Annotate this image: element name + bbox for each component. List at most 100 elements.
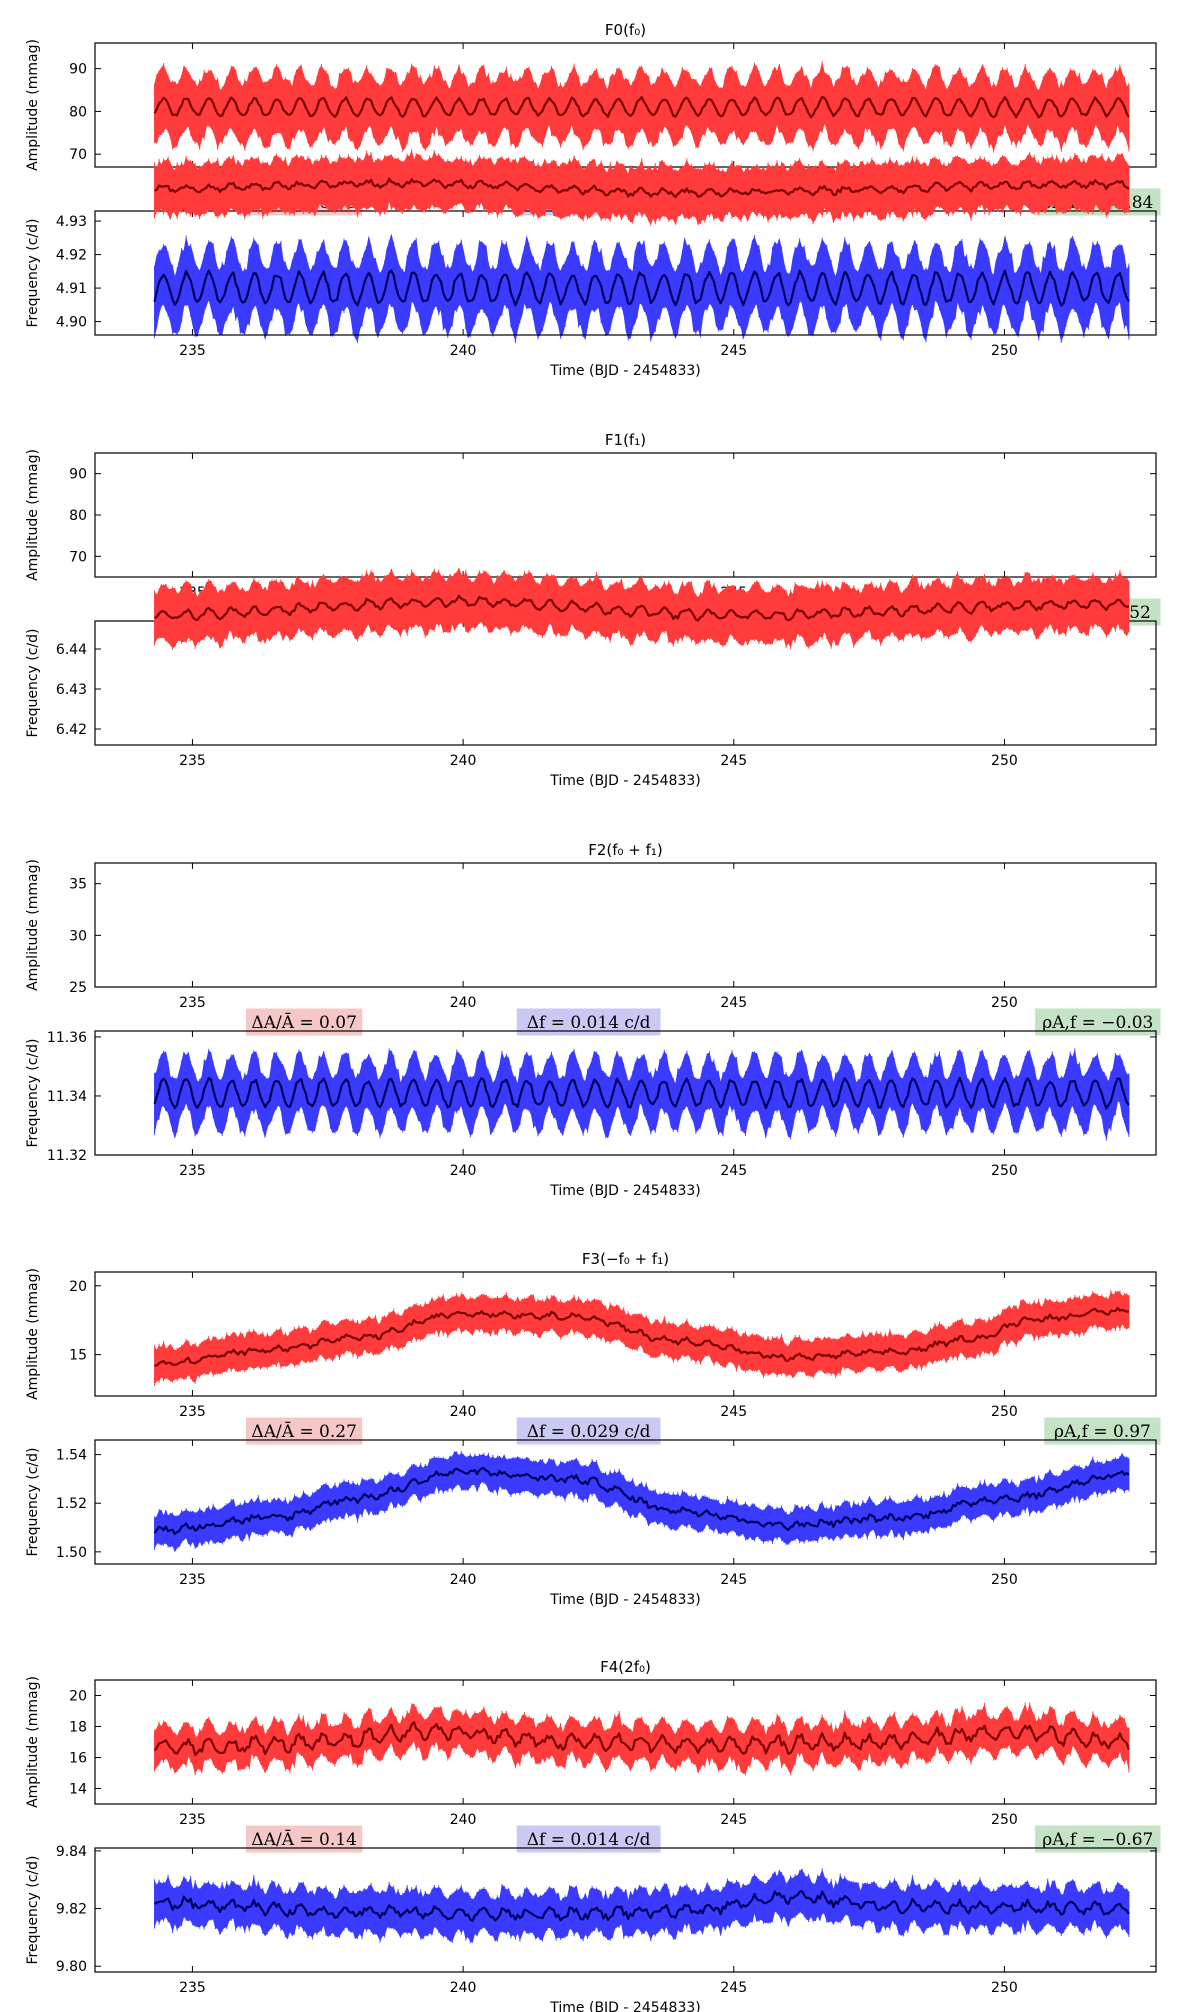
y-tick-label: 11.32 — [47, 1148, 87, 1164]
y-tick-label: 20 — [69, 1689, 87, 1705]
panel-title: F2(f₀ + f₁) — [588, 841, 663, 859]
x-tick-label: 245 — [720, 1572, 747, 1588]
y-tick-label: 90 — [69, 467, 87, 483]
panel-title: F1(f₁) — [605, 431, 646, 449]
amplitude-series-line-1 — [154, 177, 1130, 199]
x-tick-label: 250 — [991, 1404, 1018, 1420]
frequency-series-line-4 — [153, 1889, 1130, 1922]
y-tick-label: 16 — [69, 1751, 87, 1767]
frequency-panel-4: 9.80 9.82 9.84 235 240 245 250 Frequency (c/d) T… — [25, 1844, 1157, 2012]
x-tick-label: 250 — [991, 1980, 1018, 1996]
y-tick-label: 4.92 — [56, 248, 87, 264]
x-tick-label: 250 — [991, 1572, 1018, 1588]
x-tick-label: 240 — [450, 1163, 477, 1179]
x-tick-label: 240 — [450, 1812, 477, 1828]
x-tick-label: 250 — [991, 753, 1018, 769]
x-tick-label: 235 — [179, 1572, 206, 1588]
y-tick-label: 25 — [69, 980, 87, 996]
x-tick-label: 240 — [450, 995, 477, 1011]
amplitude-axes-frame-4 — [94, 1679, 1157, 1805]
y-tick-label: 1.50 — [56, 1545, 87, 1561]
y-tick-label: 90 — [69, 62, 87, 78]
amplitude-y-axis-label: Amplitude (mmag) — [25, 1676, 41, 1808]
amplitude-ratio-badge-text: ΔA/Ā = 0.14 — [251, 1829, 356, 1850]
x-tick-label: 240 — [450, 343, 477, 359]
y-tick-label: 9.80 — [56, 1959, 87, 1975]
x-tick-label: 245 — [720, 1980, 747, 1996]
y-tick-label: 1.52 — [56, 1496, 87, 1512]
y-tick-label: 80 — [69, 104, 87, 120]
x-tick-label: 245 — [720, 343, 747, 359]
y-tick-label: 9.82 — [56, 1902, 87, 1918]
frequency-panel-3: 1.50 1.52 1.54 235 240 245 250 Frequency (c/d) T… — [25, 1439, 1157, 1608]
y-tick-label: 80 — [69, 508, 87, 524]
frequency-axes-frame-2 — [94, 1030, 1157, 1156]
y-tick-label: 6.44 — [56, 642, 87, 658]
correlation-badge-text: ρA,f = 0.97 — [1054, 1422, 1151, 1442]
x-axis-label: Time (BJD - 2454833) — [549, 2000, 700, 2012]
x-tick-label: 235 — [179, 1163, 206, 1179]
frequency-panel-1: 6.42 6.43 6.44 235 240 245 250 Frequency (c/d) T… — [25, 620, 1157, 789]
amplitude-y-axis-label: Amplitude (mmag) — [25, 1268, 41, 1400]
y-tick-label: 4.90 — [56, 315, 87, 331]
x-tick-label: 245 — [720, 1404, 747, 1420]
frequency-y-axis-label: Frequency (c/d) — [25, 1039, 41, 1148]
frequency-series-line-2 — [153, 1076, 1130, 1110]
y-tick-label: 20 — [69, 1279, 87, 1295]
amplitude-axes-frame-1 — [94, 452, 1157, 578]
frequency-span-badge-text: Δf = 0.029 c/d — [527, 1422, 651, 1442]
frequency-series-line-0 — [153, 269, 1130, 307]
amplitude-ratio-badge-text: ΔA/Ā = 0.27 — [251, 1421, 356, 1442]
y-tick-label: 6.42 — [56, 722, 87, 738]
amplitude-ratio-badge-text: ΔA/Ā = 0.07 — [251, 1012, 356, 1033]
x-tick-label: 235 — [179, 753, 206, 769]
y-tick-label: 70 — [69, 549, 87, 565]
frequency-y-axis-label: Frequency (c/d) — [25, 1856, 41, 1965]
x-tick-label: 250 — [991, 1163, 1018, 1179]
frequency-axes-frame-4 — [94, 1847, 1157, 1973]
amplitude-series-line-4 — [153, 1720, 1130, 1757]
amplitude-error-bars-3 — [154, 1289, 1130, 1386]
amplitude-y-axis-label: Amplitude (mmag) — [25, 859, 41, 991]
amplitude-panel-2: 25 30 35 235 240 245 250 Amplitude (mmag) — [25, 567, 1157, 1011]
x-tick-label: 245 — [720, 753, 747, 769]
frequency-y-axis-label: Frequency (c/d) — [25, 1448, 41, 1557]
amplitude-series-line-2 — [154, 594, 1130, 622]
x-tick-label: 245 — [720, 1163, 747, 1179]
panel-title: F4(2f₀) — [600, 1658, 651, 1676]
y-tick-label: 30 — [69, 928, 87, 944]
y-tick-label: 14 — [69, 1782, 87, 1798]
y-tick-label: 11.34 — [47, 1089, 87, 1105]
amplitude-axes-frame-2 — [94, 862, 1157, 988]
x-tick-label: 245 — [720, 1812, 747, 1828]
frequency-span-badge-text: Δf = 0.014 c/d — [527, 1830, 651, 1850]
frequency-y-axis-label: Frequency (c/d) — [25, 219, 41, 328]
x-axis-label: Time (BJD - 2454833) — [549, 773, 700, 789]
correlation-badge-text: ρA,f = −0.03 — [1042, 1013, 1153, 1033]
y-tick-label: 4.91 — [56, 281, 87, 297]
amplitude-panel-0: 708090235240245250Amplitude (mmag) — [25, 39, 1157, 191]
x-tick-label: 235 — [179, 1404, 206, 1420]
frequency-panel-2: 11.32 11.34 11.36 235 240 245 250 Frequency (c/… — [25, 1030, 1157, 1199]
y-tick-label: 15 — [69, 1348, 87, 1364]
y-tick-label: 11.36 — [47, 1030, 87, 1046]
x-axis-label: Time (BJD - 2454833) — [549, 1592, 700, 1608]
panel-title: F3(−f₀ + f₁) — [582, 1250, 669, 1268]
x-tick-label: 235 — [179, 1812, 206, 1828]
amplitude-series-line-3 — [154, 1306, 1129, 1367]
x-tick-label: 235 — [179, 1980, 206, 1996]
amplitude-y-axis-label: Amplitude (mmag) — [25, 449, 41, 581]
frequency-y-axis-label: Frequency (c/d) — [25, 629, 41, 738]
amplitude-axes-frame-3 — [94, 1271, 1157, 1397]
x-tick-label: 245 — [720, 995, 747, 1011]
x-tick-label: 240 — [450, 1572, 477, 1588]
amplitude-y-axis-label: Amplitude (mmag) — [25, 39, 41, 171]
frequency-panel-0: 4.90 4.91 4.92 4.93 235 240 245 250 Frequency (c… — [25, 210, 1157, 379]
x-tick-label: 250 — [991, 343, 1018, 359]
frequency-axes-frame-3 — [94, 1439, 1157, 1565]
x-tick-label: 235 — [179, 343, 206, 359]
frequency-axes-frame-1 — [94, 620, 1157, 746]
frequency-span-badge-text: Δf = 0.014 c/d — [527, 1013, 651, 1033]
y-tick-label: 70 — [69, 147, 87, 163]
amplitude-panel-4: 14 16 18 20 235 240 245 250 Amplitude (mmag) — [25, 1676, 1157, 1828]
